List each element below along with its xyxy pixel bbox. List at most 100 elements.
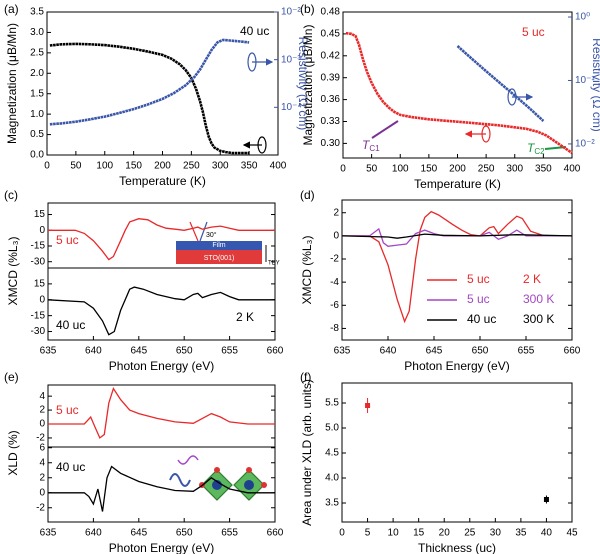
x-tick-label: 400 [270,161,287,172]
y-tick-label: 2.0 [30,68,44,79]
x-tick-label: 40 [541,528,553,539]
beam [199,221,208,242]
legend-label: 40 uc [467,312,496,326]
annotation: 5 uc [56,403,79,417]
x-axis-label: Thickness (uc) [418,541,496,554]
y-tick-label: -15 [31,241,46,252]
y-tick-label: 4.5 [325,448,339,459]
annotation: 5 uc [56,233,79,247]
crystal-inset [169,455,267,501]
annotation-text: T [362,138,371,152]
y-tick-label: -30 [31,326,46,337]
x-axis-label: Photon Energy (eV) [404,359,509,373]
x-tick-label: 250 [478,164,495,175]
annotation: 40 uc [56,460,85,474]
panel-label: (c) [4,188,18,202]
plot-frame [47,446,276,523]
legend-label: 5 uc [467,292,490,306]
annotation: 40 uc [56,318,85,332]
x-tick-label: 250 [183,161,200,172]
y-tick-label: 2 [333,207,339,218]
y-tick-label: 6 [39,442,45,453]
y-tick-label: 15 [34,279,46,290]
y-tick-label: -2 [330,254,339,265]
y-tick-label: -30 [31,256,46,267]
x-tick-label: 635 [334,346,351,357]
x-tick-label: 50 [366,164,378,175]
x-tick-label: 100 [392,164,409,175]
y-tick-label: 0.48 [321,7,341,18]
x-axis-label: Photon Energy (eV) [109,359,214,373]
y2-tick-label: 10⁻³ [281,54,301,65]
y-tick-label: 0.0 [30,150,44,161]
inset-text: STO(001) [204,255,235,262]
inset-text: Film [212,242,225,249]
y2-tick-label: 10⁻⁴ [281,102,302,113]
data-point [365,403,371,408]
y-axis-label: XMCD (%L₃) [300,236,314,305]
annotation-text: 40 uc [56,318,85,332]
x-tick-label: 30 [490,528,502,539]
data-line [342,210,572,324]
y-tick-label: -4 [330,277,339,288]
x-tick-label: 50 [70,161,82,172]
x-tick-label: 645 [426,346,443,357]
y-tick-label: 0 [39,487,45,498]
data-line [49,38,250,126]
panel-label: (b) [300,2,315,16]
panel-label: (e) [4,370,19,384]
data-point [543,497,549,502]
y-axis-label: XMCD (%L₃) [6,237,20,306]
x-tick-label: 655 [221,528,238,539]
annotation: 5 uc [522,25,545,39]
annotation-sub: C1 [369,144,380,153]
plot-frame [47,267,276,341]
x-tick-label: 660 [267,346,284,357]
y2-tick-label: 10⁻² [575,139,595,150]
film-layer [176,241,262,250]
y-tick-label: -2 [36,433,45,444]
x-tick-label: 0 [44,161,50,172]
x-tick-label: 640 [85,528,102,539]
x-tick-label: 650 [472,346,489,357]
data-line [48,218,275,261]
tc-arrow [371,120,399,139]
y2-axis-label: Resistivity (Ω cm) [296,37,310,131]
x-tick-label: 655 [221,346,238,357]
x-tick-label: 150 [421,164,438,175]
annotation: 40 uc [240,24,269,38]
x-tick-label: 645 [130,528,147,539]
annotation-sub: C2 [534,147,545,156]
y-tick-label: 0 [333,231,339,242]
x-tick-label: 635 [40,346,57,357]
y-tick-label: -15 [31,310,46,321]
x-tick-label: 5 [365,528,371,539]
x-tick-label: 300 [212,161,229,172]
x-tick-label: 300 [506,164,523,175]
legend-label: 300 K [523,312,554,326]
substrate-layer [176,250,262,264]
y-tick-label: -2 [36,502,45,513]
x-tick-label: 200 [154,161,171,172]
x-tick-label: 400 [564,164,581,175]
y-tick-label: 4 [39,457,45,468]
data-line [48,386,275,439]
annotation-text: 5 uc [522,25,545,39]
x-tick-label: 200 [449,164,466,175]
data-line [48,465,275,512]
y-tick-label: 4.0 [325,473,339,484]
y2-axis-label: Resistivity (Ω cm) [590,38,600,132]
legend-label: 5 uc [467,272,490,286]
x-tick-label: 650 [176,528,193,539]
x-tick-label: 640 [380,346,397,357]
plot-frame [341,382,573,523]
data-line [345,31,573,154]
x-tick-label: 35 [515,528,527,539]
x-tick-label: 650 [176,346,193,357]
data-line [456,45,545,122]
annotation: TC1 [362,138,380,153]
y-axis-label: Magnetization (μB/Mn) [5,23,19,144]
x-axis-label: Temperature (K) [119,174,206,188]
